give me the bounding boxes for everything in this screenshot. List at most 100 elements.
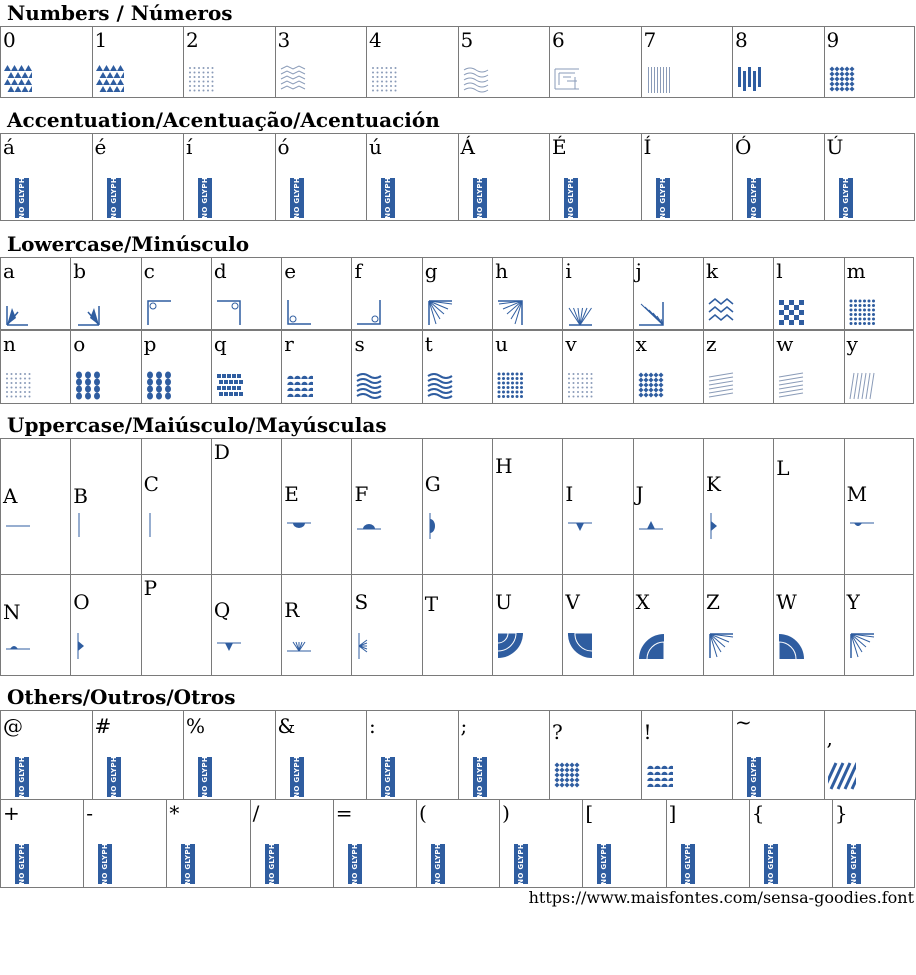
glyph-character: O <box>73 590 90 614</box>
glyph-character: ] <box>668 801 677 825</box>
no-glyph-label: NO GLYPH <box>841 177 850 219</box>
no-glyph-icon: NO GLYPH <box>347 843 362 885</box>
glyph-cell: Á NO GLYPH <box>457 133 549 221</box>
diam-pattern-icon <box>637 371 665 405</box>
dots-pattern-icon <box>496 371 524 405</box>
no-glyph-label: NO GLYPH <box>18 843 26 885</box>
glyph-character: N <box>3 600 21 624</box>
glyph-character: I <box>565 482 574 506</box>
no-glyph-label: NO GLYPH <box>658 177 667 219</box>
others-grid-row2: + NO GLYPH - NO GLYPH * NO GLYPH / NO GLYPH = NO … <box>0 799 916 888</box>
glyph-character: D <box>213 440 230 464</box>
section-title-accentuation: Accentuation/Acentuação/Acentuación <box>7 108 440 132</box>
glyph-character: # <box>94 714 112 738</box>
glyph-character: Ó <box>735 135 752 159</box>
footer-url[interactable]: https://www.maisfontes.com/sensa-goodies… <box>528 888 914 907</box>
no-glyph-label: NO GLYPH <box>18 177 26 219</box>
no-glyph-label: NO GLYPH <box>600 843 609 885</box>
glyph-character: { <box>751 801 765 825</box>
glyph-character: J <box>635 482 644 506</box>
quarterBL-pattern-icon <box>777 631 805 665</box>
no-glyph-label: NO GLYPH <box>766 843 775 885</box>
glyph-character: k <box>705 259 719 283</box>
zigB-pattern-icon <box>707 298 735 332</box>
glyph-character: ( <box>418 801 427 825</box>
glyph-cell: Ó NO GLYPH <box>732 133 824 221</box>
glyph-character: ) <box>502 801 510 825</box>
no-glyph-label: NO GLYPH <box>18 756 26 798</box>
glyph-cell: D <box>210 438 282 575</box>
no-glyph-icon: NO GLYPH <box>381 177 395 219</box>
no-glyph-icon: NO GLYPH <box>264 843 279 885</box>
glyph-cell: 6 <box>549 26 641 98</box>
glyph-cell: i <box>562 257 633 330</box>
glyph-cell: : NO GLYPH <box>366 710 458 800</box>
no-glyph-icon: NO GLYPH <box>472 177 487 219</box>
glyph-cell: 7 <box>640 26 732 98</box>
glyph-cell: f <box>351 257 422 330</box>
glyph-character: y <box>846 332 858 356</box>
glyph-character: M <box>846 482 868 506</box>
scales-pattern-icon <box>645 761 675 795</box>
arcD-ornament-icon <box>285 511 313 545</box>
glyph-character: ? <box>552 720 563 744</box>
glyph-cell: W <box>773 574 844 676</box>
glyph-cell: ~ NO GLYPH <box>732 710 824 800</box>
no-glyph-icon: NO GLYPH <box>15 756 29 798</box>
no-glyph-icon: NO GLYPH <box>747 756 761 798</box>
glyph-cell: d <box>210 257 282 330</box>
glyph-cell: X <box>632 574 703 676</box>
glyph-character: d <box>213 259 227 283</box>
glyph-character: é <box>94 135 107 159</box>
leafU-ornament-icon <box>4 631 32 665</box>
no-glyph-icon: NO GLYPH <box>106 177 121 219</box>
diam-pattern-icon <box>553 761 581 795</box>
no-glyph-icon: NO GLYPH <box>198 756 212 798</box>
glyph-cell: e <box>281 257 352 330</box>
chain-pattern-icon <box>74 371 102 405</box>
glyph-character: Z <box>705 590 720 614</box>
glyph-cell: ú NO GLYPH <box>366 133 458 221</box>
glyph-cell: G <box>421 438 493 575</box>
glyph-cell: r <box>281 330 352 404</box>
no-glyph-label: NO GLYPH <box>201 177 209 219</box>
dotsL-pattern-icon <box>370 65 398 99</box>
no-glyph-label: NO GLYPH <box>101 843 110 885</box>
glyph-character: @ <box>3 714 23 738</box>
glyph-cell: S <box>351 574 422 676</box>
no-glyph-icon: NO GLYPH <box>655 177 670 219</box>
burstU-ornament-icon <box>285 631 313 665</box>
glyph-cell: J <box>632 438 703 575</box>
no-glyph-icon: NO GLYPH <box>846 843 861 885</box>
glyph-cell: - NO GLYPH <box>83 799 167 888</box>
glyph-cell: s <box>351 330 422 404</box>
glyph-character: ú <box>369 135 382 159</box>
glyph-cell: z <box>702 330 774 404</box>
glyph-character: 8 <box>735 28 748 52</box>
no-glyph-label: NO GLYPH <box>201 756 209 798</box>
glyph-character: [ <box>585 801 594 825</box>
glyph-character: t <box>424 332 433 356</box>
no-glyph-icon: NO GLYPH <box>15 177 29 219</box>
glyph-character: É <box>552 135 567 159</box>
glyph-character: F <box>354 482 369 506</box>
lowercase-grid-row1: a b c d e f g h i j k l m <box>0 257 914 330</box>
glyph-cell: j <box>632 257 703 330</box>
glyph-character: U <box>495 590 512 614</box>
glyph-character: 4 <box>369 28 382 52</box>
glyph-character: L <box>776 456 790 480</box>
uppercase-grid-row1: A B C D E F G H I J K L M <box>0 438 914 575</box>
glyph-character: } <box>834 801 848 825</box>
glyph-character: = <box>335 801 353 825</box>
glyph-cell: t <box>421 330 493 404</box>
glyph-character: v <box>565 332 577 356</box>
diagL-pattern-icon <box>848 371 876 405</box>
no-glyph-label: NO GLYPH <box>567 177 575 219</box>
no-glyph-label: NO GLYPH <box>384 177 392 219</box>
glyph-character: j <box>635 259 642 283</box>
vline-ornament-icon <box>74 511 102 545</box>
glyph-character: S <box>354 590 369 614</box>
glyph-cell: K <box>702 438 774 575</box>
quarterBR-pattern-icon <box>637 631 665 665</box>
glyph-cell: { NO GLYPH <box>748 799 832 888</box>
